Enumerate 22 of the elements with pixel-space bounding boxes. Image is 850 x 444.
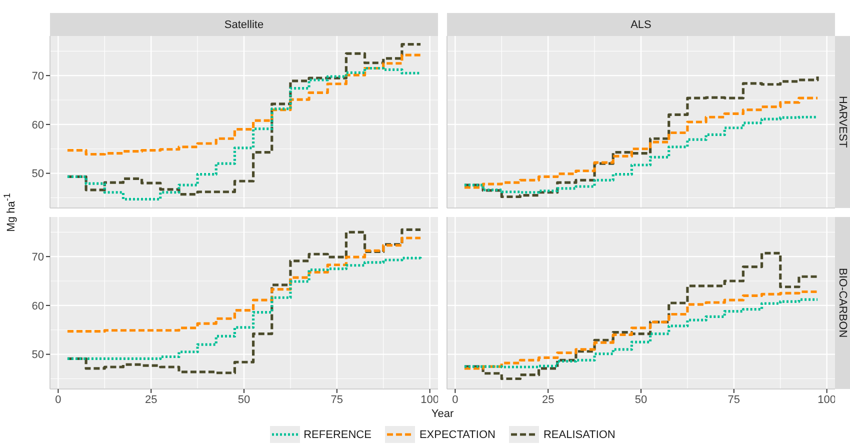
text: BIO-CARBON [836,268,848,338]
legend-label: EXPECTATION [419,428,496,440]
y-tick-label: 70 [32,70,44,82]
x-tick-label: 50 [634,394,648,406]
x-axis-title: Year [430,408,455,420]
x-tick-label: 0 [452,394,458,406]
text: HARVEST [836,96,848,148]
y-tick-label: 60 [32,300,44,312]
x-tick-label: 0 [55,394,62,406]
x-tick-label: 75 [728,394,740,406]
legend-label: REALISATION [543,428,616,440]
x-tick-label: 50 [238,394,250,406]
chart-title: ALS [447,13,835,36]
chart-title: Satellite [50,13,438,36]
x-tick-label: 25 [144,394,158,406]
y-tick-label: 70 [32,251,44,264]
x-tick-label: 75 [330,394,344,406]
x-tick-label: 25 [542,394,554,406]
y-tick-label: 50 [32,168,44,180]
legend-label: REFERENCE [304,428,372,440]
y-tick-label: 50 [32,349,44,362]
y-tick-label: 60 [32,119,44,132]
